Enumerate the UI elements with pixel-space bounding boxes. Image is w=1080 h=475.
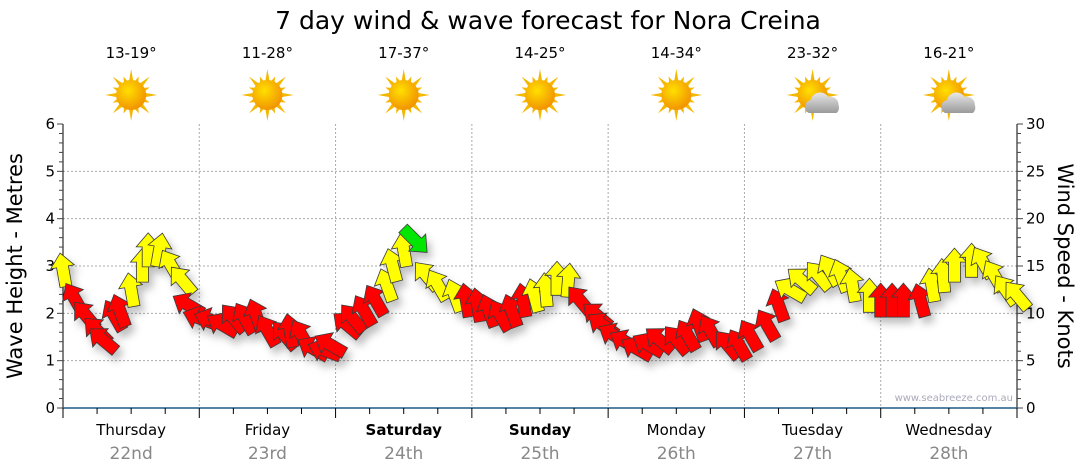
grid: [63, 124, 1017, 408]
y-left-tick-label: 1: [45, 352, 55, 370]
sun-cloud-icon: [786, 69, 840, 121]
wind-arrow: [645, 328, 677, 356]
wind-arrow: [754, 309, 782, 343]
sun-icon: [650, 69, 703, 121]
day-headers: 13-19° Thursday 22nd 11-28° Friday 23rd 17-37°…: [95, 44, 992, 464]
date-label: 26th: [657, 444, 696, 464]
temperature-range: 11-28°: [242, 44, 293, 62]
y-right-tick-label: 5: [1026, 352, 1036, 370]
sun-icon: [241, 69, 294, 121]
y-right-tick-label: 10: [1026, 304, 1045, 322]
chart-title: 7 day wind & wave forecast for Nora Crei…: [275, 6, 821, 35]
temperature-range: 14-34°: [651, 44, 702, 62]
temperature-range: 13-19°: [106, 44, 157, 62]
y-left-tick-label: 0: [45, 399, 55, 417]
wind-arrow: [839, 267, 865, 304]
sun-icon: [377, 69, 430, 121]
sun-icon: [514, 69, 566, 121]
day-label: Thursday: [95, 421, 166, 439]
wind-arrows: [49, 223, 1034, 363]
y-right-tick-label: 30: [1026, 115, 1045, 133]
date-label: 22nd: [110, 444, 153, 464]
y-left-tick-label: 4: [45, 210, 55, 228]
temperature-range: 14-25°: [514, 44, 565, 62]
wind-arrow: [147, 232, 173, 269]
sun-cloud-icon: [922, 69, 976, 121]
sun-icon: [105, 69, 158, 121]
day-label: Tuesday: [781, 421, 843, 439]
temperature-range: 16-21°: [923, 44, 974, 62]
date-label: 23rd: [248, 444, 287, 464]
y-right-tick-label: 25: [1026, 162, 1045, 180]
date-label: 28th: [929, 444, 968, 464]
day-label: Saturday: [366, 421, 443, 439]
wind-arrow: [398, 223, 428, 253]
wind-arrow: [787, 268, 819, 297]
credit-text: www.seabreeze.com.au: [895, 393, 1013, 404]
y-right-tick-label: 0: [1026, 399, 1036, 417]
date-label: 27th: [793, 444, 832, 464]
y-left-tick-label: 5: [45, 162, 55, 180]
wind-arrow: [765, 288, 791, 324]
cloud-icon: [804, 92, 840, 113]
day-label: Monday: [647, 421, 706, 439]
day-label: Friday: [245, 421, 291, 439]
y-left-tick-label: 2: [45, 304, 55, 322]
date-label: 24th: [384, 444, 423, 464]
wind-arrow: [1005, 281, 1034, 313]
y-axis-right-label: Wind Speed - Knots: [1053, 163, 1077, 368]
wind-arrow: [170, 266, 199, 298]
y-right-tick-label: 15: [1026, 257, 1045, 275]
cloud-icon: [941, 92, 976, 113]
y-axis-left-label: Wave Height - Metres: [3, 153, 27, 379]
day-label: Sunday: [509, 421, 572, 439]
wind-arrow: [737, 319, 765, 354]
temperature-range: 23-32°: [787, 44, 838, 62]
y-left-tick-label: 6: [45, 115, 55, 133]
y-left-tick-label: 3: [45, 257, 55, 275]
wind-arrow: [89, 328, 121, 356]
y-right-tick-label: 20: [1026, 210, 1045, 228]
date-label: 25th: [520, 444, 559, 464]
wind-arrow: [555, 262, 582, 299]
temperature-range: 17-37°: [378, 44, 429, 62]
wind-arrow: [314, 332, 349, 359]
day-label: Wednesday: [905, 421, 992, 439]
